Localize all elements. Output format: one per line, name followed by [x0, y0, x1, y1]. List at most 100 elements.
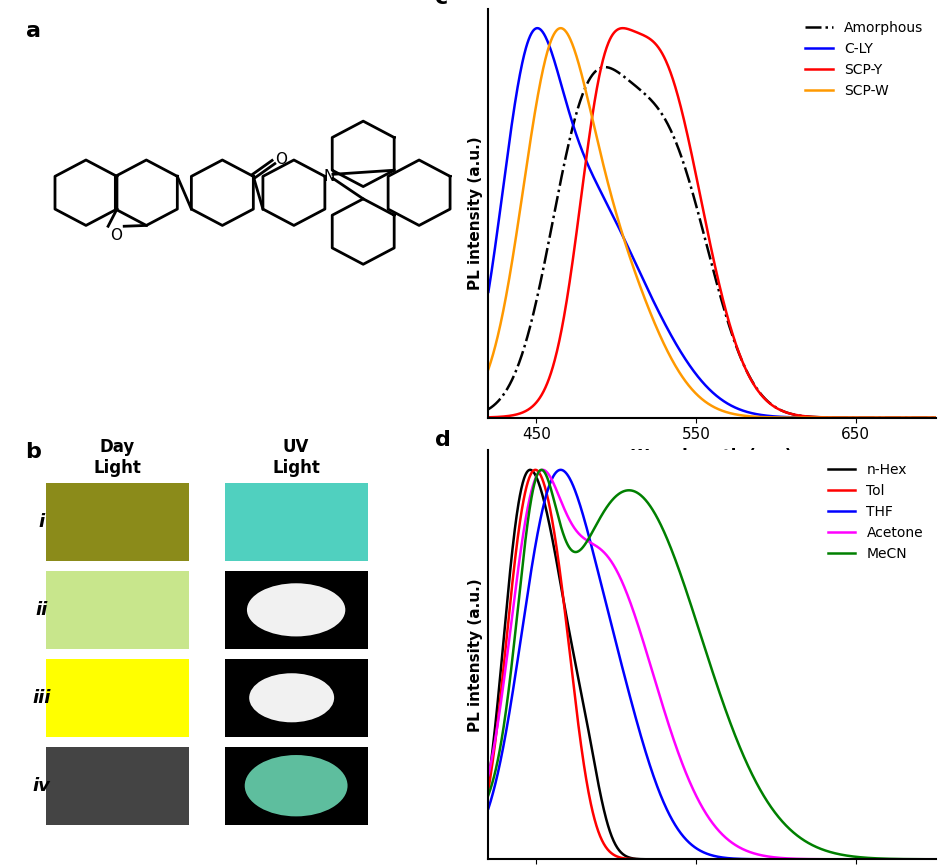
Amorphous [482, 404, 494, 414]
Text: d: d [434, 430, 450, 450]
C-LY [851, 412, 863, 423]
THF [554, 464, 565, 475]
Line: Acetone: Acetone [488, 470, 944, 859]
Bar [225, 571, 367, 648]
THF [482, 803, 494, 813]
Bar [225, 746, 367, 825]
Acetone [670, 741, 682, 752]
SCP-Y [530, 398, 541, 409]
MeCN [851, 852, 863, 862]
Bar [45, 659, 189, 737]
C-LY [686, 365, 698, 375]
MeCN [843, 851, 854, 861]
Text: O: O [110, 228, 122, 243]
Bar [45, 483, 189, 561]
C-LY [843, 412, 854, 423]
Tol [801, 854, 812, 865]
Text: N: N [323, 169, 335, 184]
Bar [45, 571, 189, 648]
THF [530, 539, 541, 549]
MeCN [482, 790, 494, 800]
Line: SCP-Y: SCP-Y [488, 28, 944, 418]
SCP-W [843, 412, 854, 423]
SCP-W [530, 102, 541, 113]
Amorphous [598, 62, 610, 72]
MeCN [530, 474, 541, 484]
Bar [45, 746, 189, 825]
Text: UV
Light: UV Light [272, 438, 320, 477]
SCP-Y [843, 412, 854, 423]
THF [686, 840, 698, 851]
Tol [670, 854, 682, 865]
MeCN [670, 556, 682, 567]
Amorphous [801, 411, 812, 422]
Ellipse shape [246, 583, 345, 636]
n-Hex [482, 776, 494, 786]
Amorphous [843, 412, 854, 423]
Tol [529, 464, 540, 475]
C-LY [531, 23, 543, 33]
n-Hex [801, 854, 812, 865]
Y-axis label: PL intensity (a.u.): PL intensity (a.u.) [467, 578, 482, 732]
Line: n-Hex: n-Hex [488, 470, 944, 859]
Text: iii: iii [32, 689, 50, 707]
Text: O: O [276, 153, 287, 168]
SCP-Y [686, 155, 698, 165]
n-Hex [686, 854, 698, 865]
Line: C-LY: C-LY [488, 28, 944, 418]
Text: b: b [25, 442, 42, 462]
C-LY [482, 286, 494, 297]
SCP-W [554, 23, 565, 33]
THF [670, 821, 682, 832]
Acetone [686, 784, 698, 794]
Tol [530, 464, 541, 475]
Line: THF: THF [488, 470, 944, 859]
THF [851, 854, 863, 865]
Amorphous [530, 299, 541, 309]
Text: c: c [434, 0, 447, 8]
Acetone [843, 854, 854, 865]
n-Hex [851, 854, 863, 865]
Legend: Amorphous, C-LY, SCP-Y, SCP-W: Amorphous, C-LY, SCP-Y, SCP-W [799, 16, 928, 103]
n-Hex [524, 464, 535, 475]
SCP-W [851, 412, 863, 423]
C-LY [530, 23, 541, 34]
Bar [45, 659, 189, 737]
SCP-Y [482, 412, 494, 423]
SCP-Y [801, 411, 812, 422]
MeCN [801, 837, 812, 847]
THF [843, 854, 854, 865]
Amorphous [851, 412, 863, 423]
SCP-W [670, 362, 682, 372]
Ellipse shape [244, 755, 347, 817]
THF [801, 854, 812, 865]
Tol [843, 854, 854, 865]
n-Hex [843, 854, 854, 865]
C-LY [670, 339, 682, 350]
MeCN [535, 464, 547, 475]
Ellipse shape [249, 674, 334, 722]
Line: Tol: Tol [488, 470, 944, 859]
Text: iv: iv [32, 777, 50, 795]
SCP-W [482, 364, 494, 374]
Legend: n-Hex, Tol, THF, Acetone, MeCN: n-Hex, Tol, THF, Acetone, MeCN [821, 457, 928, 566]
SCP-W [801, 412, 812, 423]
Acetone [801, 854, 812, 865]
Amorphous [686, 188, 698, 199]
Text: a: a [25, 21, 41, 41]
Line: MeCN: MeCN [488, 470, 944, 859]
Y-axis label: PL intensity (a.u.): PL intensity (a.u.) [467, 136, 482, 290]
Text: i: i [38, 513, 44, 531]
Line: Amorphous: Amorphous [488, 67, 944, 418]
Bar [225, 483, 367, 561]
SCP-Y [616, 23, 628, 33]
Amorphous [670, 137, 682, 148]
Line: SCP-W: SCP-W [488, 28, 944, 418]
C-LY [801, 412, 812, 423]
n-Hex [670, 854, 682, 865]
X-axis label: Wavelength (nm): Wavelength (nm) [631, 448, 792, 466]
Acetone [536, 464, 548, 475]
Bar [225, 483, 367, 561]
Bar [225, 659, 367, 737]
n-Hex [530, 471, 541, 482]
